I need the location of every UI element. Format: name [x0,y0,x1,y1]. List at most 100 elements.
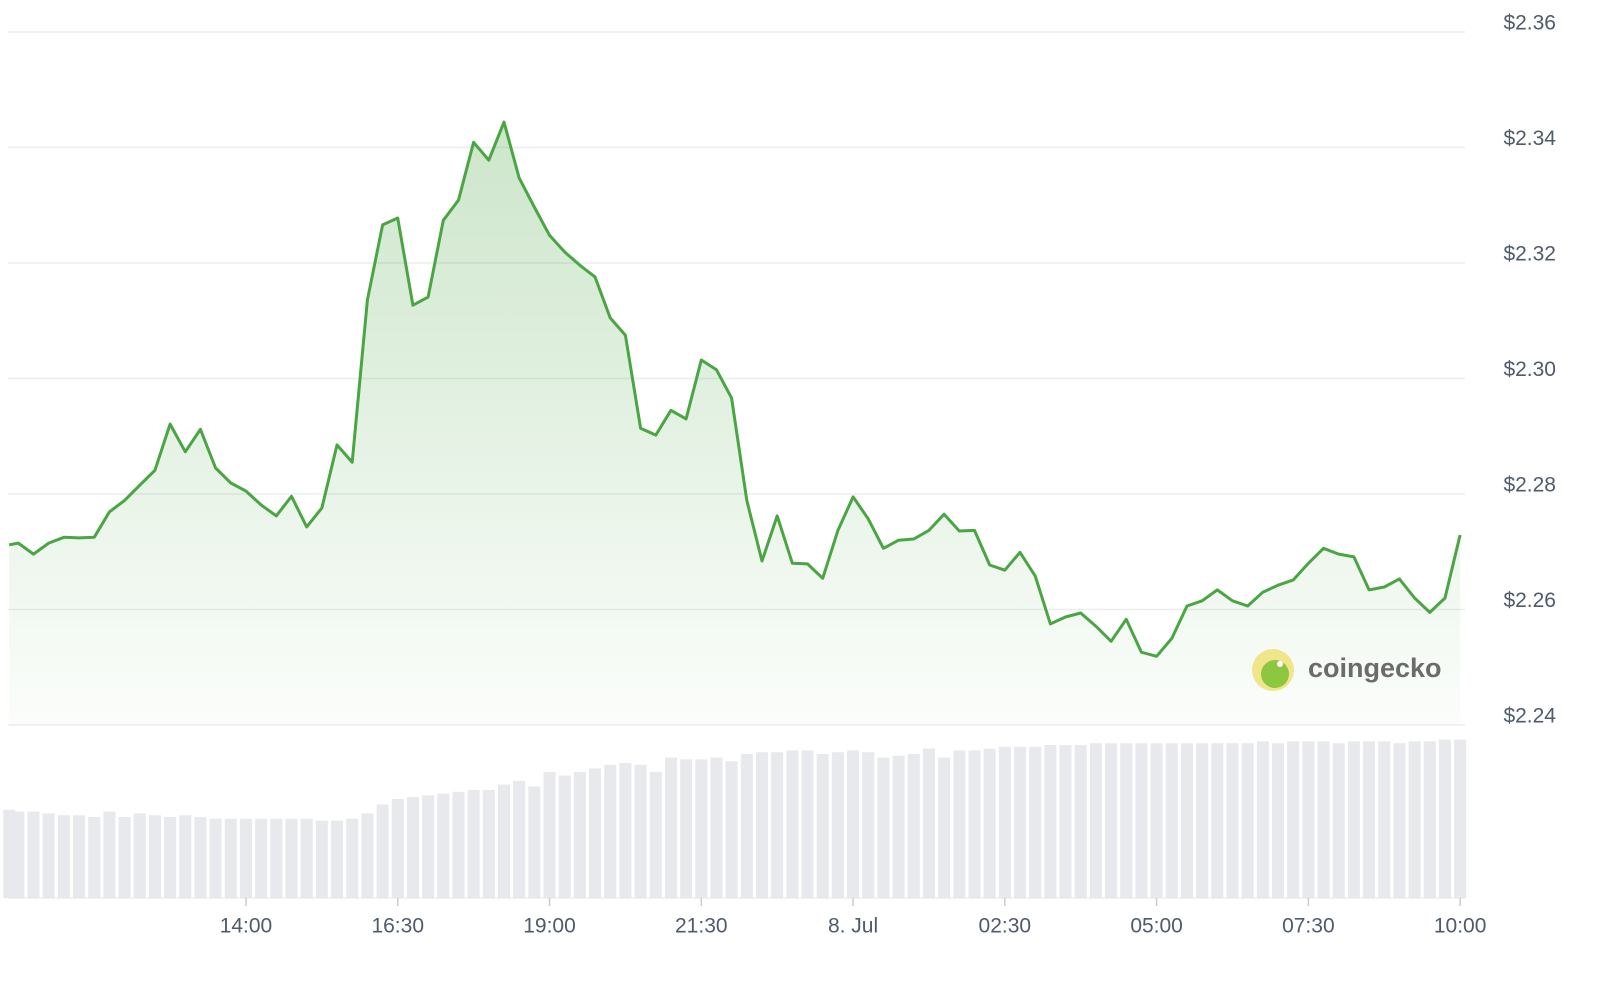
volume-bar [1408,741,1421,898]
volume-bar [1165,743,1178,898]
x-tick-label: 19:00 [523,915,576,938]
volume-bar [634,764,647,898]
watermark: coingecko [1252,649,1442,691]
volume-bar [27,811,40,898]
volume-bar [1150,743,1163,898]
volume-bar [649,772,662,898]
volume-bar [1393,743,1406,898]
volume-bar [315,820,328,898]
volume-bar [1029,746,1042,898]
volume-bar [664,757,677,898]
volume-bar [42,813,55,898]
volume-bar [1074,745,1087,898]
volume-bar [710,757,723,898]
volume-bar [558,775,571,898]
volume-bar [528,786,541,898]
volume-bar [543,772,556,898]
volume-bar [680,759,693,898]
volume-bar [239,818,252,898]
volume-bar [907,754,920,898]
volume-bar [1256,741,1269,898]
volume-bar [497,784,510,898]
volume-bar [3,809,16,898]
volume-bar [1089,743,1102,898]
volume-bar [801,750,814,898]
price-line [8,120,1462,658]
volume-bar [285,818,298,898]
logo [1277,661,1283,667]
volume-bar [1226,743,1239,898]
x-tick-label: 21:30 [675,915,728,938]
volume-bar [1317,741,1330,898]
volume-bar [452,791,465,898]
volume-bar [1332,743,1345,898]
volume-bar [270,818,283,898]
volume-bar [862,752,875,898]
volume-bar [194,817,207,898]
volume-bar [725,761,738,898]
watermark-text: coingecko [1308,653,1442,683]
y-tick-label: $2.34 [1503,127,1556,150]
volume-bar [922,748,935,898]
volume-bar [938,757,951,898]
x-tick-label: 07:30 [1282,915,1335,938]
volume-bar [1272,743,1285,898]
volume-bar [331,820,344,898]
volume-bar [179,815,192,898]
volume-bar [786,750,799,898]
volume-bar [73,815,86,898]
volume-bar [133,813,146,898]
x-tick-label: 14:00 [220,915,273,938]
volume-bar [831,752,844,898]
y-tick-label: $2.24 [1503,705,1556,728]
volume-bar [968,750,981,898]
volume-bar [1059,745,1072,898]
volume-bar [1180,743,1193,898]
volume-bar [513,781,526,898]
volume-bar [361,813,374,898]
volume-bar [573,772,586,898]
volume-bar [892,755,905,898]
volume-bar [88,817,101,898]
y-tick-label: $2.26 [1503,589,1556,612]
x-tick-label: 8. Jul [828,915,878,938]
x-tick-label: 05:00 [1130,915,1183,938]
volume-bar [1211,743,1224,898]
volume-bar [847,750,860,898]
volume-bar [1438,739,1451,898]
volume-bar [983,748,996,898]
volume-bar [467,790,480,898]
volume-bar [604,764,617,898]
volume-bar [1302,741,1315,898]
volume-bar [164,817,177,898]
volume-bar [406,797,419,898]
volume-bar [1120,743,1133,898]
volume-bar [1014,746,1027,898]
volume-bar [482,790,495,898]
volume-bar [300,818,313,898]
y-tick-label: $2.32 [1503,243,1556,266]
volume-bar [1044,745,1057,898]
y-tick-label: $2.36 [1503,12,1556,35]
volume-bar [816,754,829,898]
volume-bar [771,752,784,898]
volume-bar [12,811,25,898]
volume-bar [953,750,966,898]
volume-bar [740,754,753,898]
volume-bar [1347,741,1360,898]
volume-bar [376,804,389,898]
volume-bar [57,815,70,898]
volume-bar [1423,741,1436,898]
x-tick-label: 10:00 [1434,915,1487,938]
volume-bar [148,815,161,898]
volume-bar [695,759,708,898]
volume-bar [1454,739,1467,898]
volume-bar [437,793,450,898]
logo [1261,660,1289,688]
volume-bar [255,818,268,898]
y-tick-label: $2.30 [1503,358,1556,381]
volume-bar [755,752,768,898]
volume-bar [1378,741,1391,898]
